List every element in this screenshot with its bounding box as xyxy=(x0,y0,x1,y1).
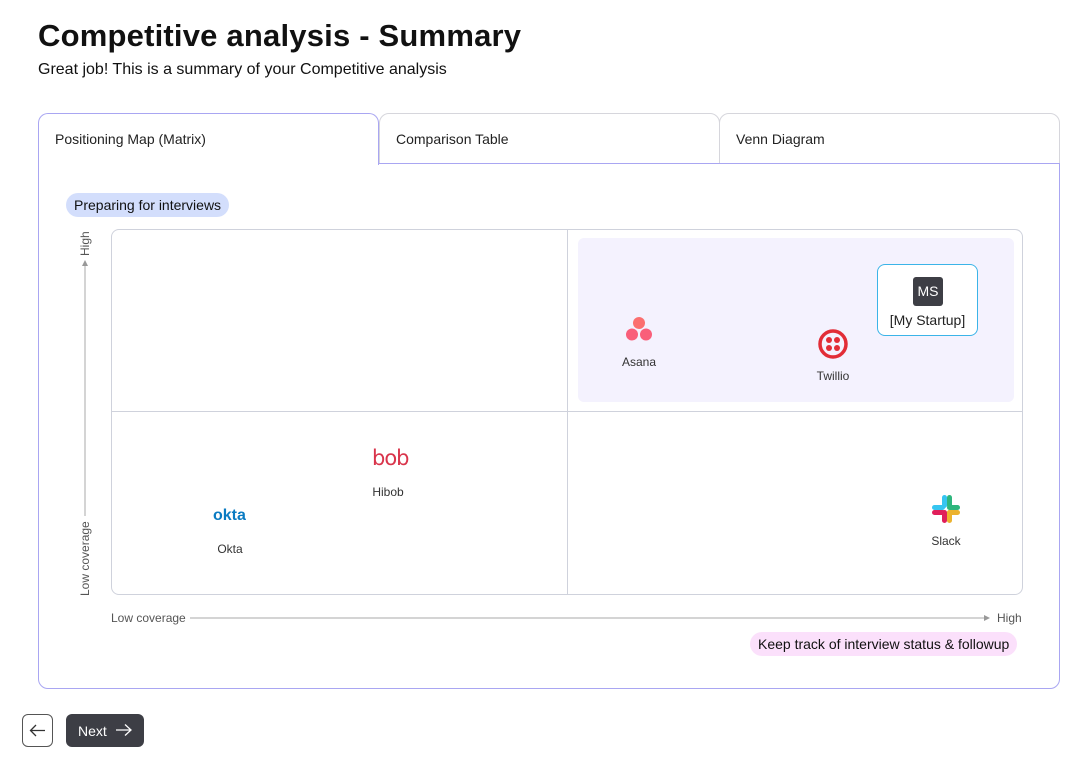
competitor-label: Slack xyxy=(931,534,961,548)
page-title: Competitive analysis - Summary xyxy=(38,18,522,53)
asana-logo-icon xyxy=(626,317,652,341)
tab-label: Comparison Table xyxy=(396,131,509,147)
competitor-label: Twillio xyxy=(816,369,850,383)
positioning-matrix xyxy=(111,229,1023,595)
next-label: Next xyxy=(78,723,107,739)
tab-venn-diagram[interactable]: Venn Diagram xyxy=(719,113,1060,164)
page-subtitle: Great job! This is a summary of your Com… xyxy=(38,61,447,78)
competitor-label: [My Startup] xyxy=(889,312,966,328)
y-axis-low: Low coverage xyxy=(78,521,92,596)
competitor-label: Hibob xyxy=(372,485,404,499)
y-axis-arrow xyxy=(82,260,88,516)
tab-comparison-table[interactable]: Comparison Table xyxy=(379,113,720,164)
twilio-logo-icon xyxy=(818,329,848,359)
slack-logo-icon xyxy=(932,495,960,523)
horizontal-divider xyxy=(112,411,1022,412)
hibob-logo-icon: bob xyxy=(372,446,410,470)
x-axis-high: High xyxy=(997,611,1022,625)
back-button[interactable] xyxy=(22,714,53,747)
arrow-right-icon xyxy=(116,724,132,736)
x-axis-low: Low coverage xyxy=(111,611,186,625)
competitor-label: Okta xyxy=(217,542,243,556)
bottom-tag: Keep track of interview status & followu… xyxy=(750,632,1018,656)
y-axis-high: High xyxy=(78,231,92,256)
next-button[interactable]: Next xyxy=(66,714,144,747)
top-tag: Preparing for interviews xyxy=(66,193,230,217)
avatar: MS xyxy=(913,277,943,306)
tab-panel xyxy=(38,163,1060,689)
tab-label: Venn Diagram xyxy=(736,131,825,147)
tab-label: Positioning Map (Matrix) xyxy=(55,131,206,147)
x-axis-arrow xyxy=(190,615,990,621)
okta-logo-icon: okta xyxy=(213,507,246,524)
competitor-label: Asana xyxy=(621,355,657,369)
vertical-divider xyxy=(567,230,568,594)
tab-positioning-map[interactable]: Positioning Map (Matrix) xyxy=(38,113,379,165)
arrow-left-icon xyxy=(29,724,45,737)
my-startup-card[interactable]: MS [My Startup] xyxy=(877,264,978,336)
